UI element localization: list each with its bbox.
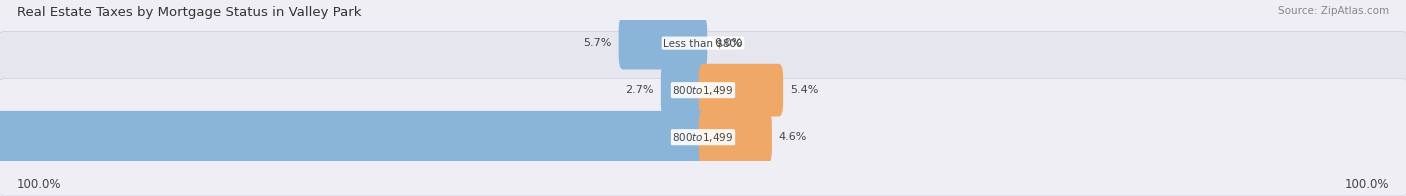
Text: 100.0%: 100.0% bbox=[17, 178, 62, 191]
Text: Real Estate Taxes by Mortgage Status in Valley Park: Real Estate Taxes by Mortgage Status in … bbox=[17, 6, 361, 19]
Text: 2.7%: 2.7% bbox=[626, 85, 654, 95]
Text: 0.0%: 0.0% bbox=[714, 38, 742, 48]
FancyBboxPatch shape bbox=[661, 64, 707, 116]
Text: 5.4%: 5.4% bbox=[790, 85, 818, 95]
Text: 4.6%: 4.6% bbox=[779, 132, 807, 142]
Text: $800 to $1,499: $800 to $1,499 bbox=[672, 131, 734, 144]
FancyBboxPatch shape bbox=[0, 31, 1406, 149]
Text: Source: ZipAtlas.com: Source: ZipAtlas.com bbox=[1278, 6, 1389, 16]
FancyBboxPatch shape bbox=[0, 78, 1406, 196]
Text: 5.7%: 5.7% bbox=[583, 38, 612, 48]
FancyBboxPatch shape bbox=[619, 17, 707, 69]
Text: $800 to $1,499: $800 to $1,499 bbox=[672, 84, 734, 97]
FancyBboxPatch shape bbox=[699, 111, 772, 163]
Text: 100.0%: 100.0% bbox=[1344, 178, 1389, 191]
FancyBboxPatch shape bbox=[699, 64, 783, 116]
FancyBboxPatch shape bbox=[0, 111, 707, 163]
Text: Less than $800: Less than $800 bbox=[664, 38, 742, 48]
FancyBboxPatch shape bbox=[0, 0, 1406, 102]
